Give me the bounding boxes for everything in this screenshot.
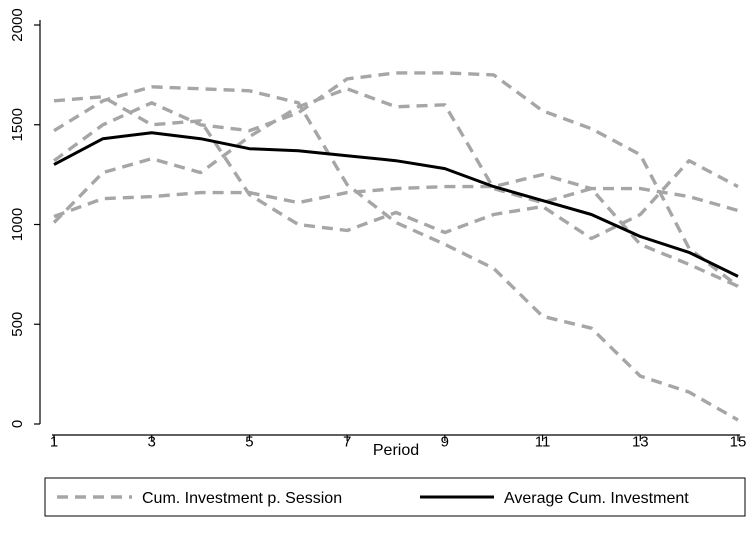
y-tick-label: 0 [9,420,26,428]
x-tick-label: 13 [632,433,649,450]
average-series-line [53,131,739,278]
x-tick-label: 5 [245,433,253,450]
legend-label-session: Cum. Investment p. Session [142,490,342,507]
x-tick-label: 7 [343,433,351,450]
y-tick-label: 500 [9,312,26,337]
x-tick-label: 15 [730,433,747,450]
session-series-line [53,172,739,219]
x-tick-label: 9 [441,433,449,450]
legend: Cum. Investment p. Session Average Cum. I… [44,477,746,517]
series-layer [52,71,740,422]
session-series-line [52,87,739,288]
y-tick-label: 1000 [9,208,26,241]
session-series-line [53,95,739,241]
session-series-line [53,85,739,422]
x-axis-title: Period [373,442,419,459]
y-tick-label: 1500 [9,108,26,141]
x-tick-label: 1 [50,433,58,450]
legend-label-average: Average Cum. Investment [504,490,689,507]
legend-box [44,477,746,517]
y-tick-label: 2000 [9,8,26,41]
x-tick-label: 11 [535,433,551,450]
axes [39,20,740,436]
x-ticks: 1 3 5 7 9 11 13 15 [50,433,747,450]
session-series-line [52,71,740,288]
x-tick-label: 3 [148,433,156,450]
y-ticks: 0 500 1000 1500 2000 [9,8,40,428]
